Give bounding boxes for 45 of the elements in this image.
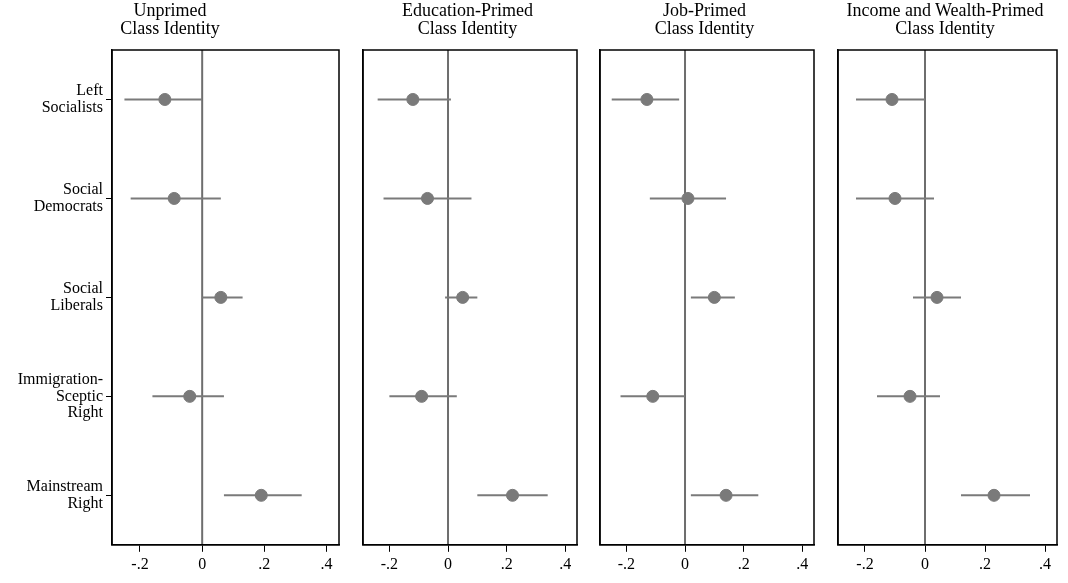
point — [415, 389, 429, 403]
x-tick-label: .4 — [796, 554, 809, 572]
point — [406, 92, 420, 106]
chart-title: Job-Primed Class Identity — [654, 0, 755, 38]
y-tick-label: Left Socialists — [41, 81, 104, 116]
y-tick-label: Social Democrats — [33, 180, 104, 215]
point — [707, 290, 721, 304]
x-tick-label: .2 — [979, 554, 991, 572]
chart-title: Unprimed Class Identity — [120, 0, 220, 38]
x-tick-label: -.2 — [380, 554, 399, 572]
x-tick-label: .2 — [500, 554, 513, 572]
x-tick-label: .4 — [559, 554, 572, 572]
x-tick-label: 0 — [198, 554, 207, 572]
x-tick-label: .2 — [737, 554, 750, 572]
y-tick-label: Social Liberals — [50, 279, 104, 313]
point — [885, 92, 899, 106]
y-tick-label: Immigration-Sceptic Right — [17, 369, 104, 422]
point — [167, 191, 181, 205]
point — [506, 488, 520, 502]
point — [183, 389, 197, 403]
point — [987, 488, 1001, 502]
point — [681, 191, 695, 205]
x-tick-label: 0 — [681, 554, 690, 572]
point — [646, 389, 660, 403]
x-tick-label: -.2 — [131, 554, 149, 572]
point — [903, 389, 917, 403]
chart-title: Income and Wealth-Primed Class Identity — [846, 0, 1044, 38]
x-tick-label: .4 — [320, 554, 333, 572]
x-tick-label: -.2 — [856, 554, 874, 572]
point — [254, 488, 268, 502]
y-tick-label: Mainstream Right — [26, 477, 104, 512]
point — [456, 290, 470, 304]
x-tick-label: -.2 — [617, 554, 636, 572]
chart-title: Education-Primed Class Identity — [402, 0, 533, 38]
point — [888, 191, 902, 205]
point — [420, 191, 434, 205]
point — [214, 290, 228, 304]
point — [158, 92, 172, 106]
x-tick-label: .2 — [258, 554, 271, 572]
x-tick-label: .4 — [1039, 554, 1051, 572]
point — [719, 488, 733, 502]
x-tick-label: 0 — [921, 554, 929, 572]
point — [930, 290, 944, 304]
x-tick-label: 0 — [444, 554, 453, 572]
point — [640, 92, 654, 106]
